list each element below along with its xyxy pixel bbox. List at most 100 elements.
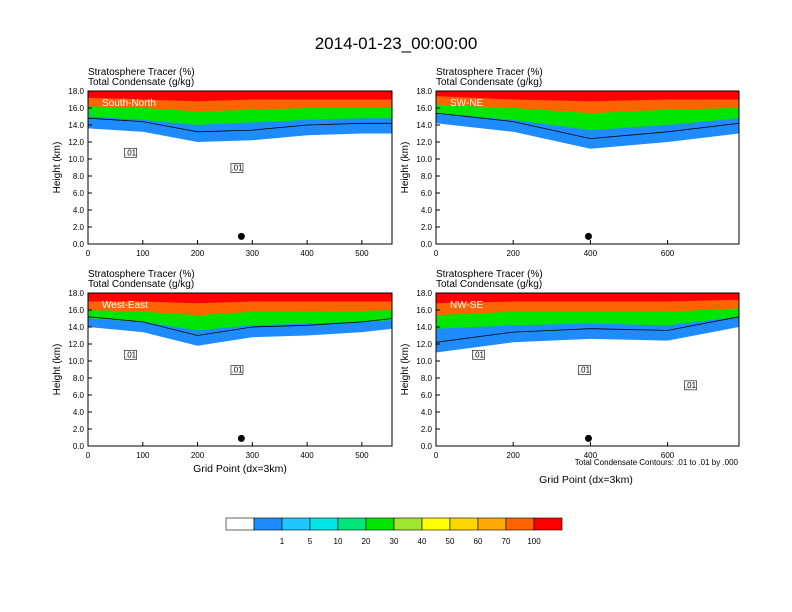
colorbar-label: 20	[362, 537, 371, 546]
y-tick-label: 10.0	[68, 357, 84, 366]
y-axis-label: Height (km)	[400, 142, 411, 194]
y-tick-label: 18.0	[68, 87, 84, 96]
colorbar-label: 10	[334, 537, 343, 546]
y-tick-label: 0.0	[421, 442, 433, 451]
contour-label: .01	[125, 148, 137, 157]
colorbar-label: 100	[527, 537, 541, 546]
colorbar-label: 50	[446, 537, 455, 546]
panel-heading-line1: Stratosphere Tracer (%)	[436, 67, 543, 78]
y-tick-label: 6.0	[73, 189, 85, 198]
contour-line	[435, 112, 740, 140]
y-tick-label: 10.0	[416, 357, 432, 366]
panel-name: SW-NE	[450, 98, 483, 109]
colorbar-swatch	[309, 517, 339, 531]
x-tick-label: 0	[86, 249, 91, 258]
colorbar-swatch	[337, 517, 367, 531]
location-marker	[584, 232, 592, 240]
colorbar-swatch	[421, 517, 451, 531]
x-tick-label: 400	[584, 451, 598, 460]
contour-label-box	[124, 349, 137, 360]
y-tick-label: 6.0	[421, 189, 433, 198]
panel-heading-line2: Total Condensate (g/kg)	[436, 77, 542, 88]
contour-label: .01	[231, 164, 243, 173]
contour-label-box	[230, 163, 244, 173]
panel-heading-line1: Stratosphere Tracer (%)	[436, 269, 543, 280]
contour-label-box	[472, 349, 485, 360]
x-tick-label: 600	[661, 249, 675, 258]
contour-label: .01	[685, 381, 697, 390]
x-tick-label: 0	[86, 451, 91, 460]
y-tick-label: 4.0	[421, 206, 433, 215]
band-100	[436, 91, 739, 102]
y-tick-label: 16.0	[416, 104, 432, 113]
y-tick-label: 18.0	[416, 87, 432, 96]
y-tick-label: 14.0	[416, 323, 432, 332]
plot-frame	[435, 90, 740, 245]
colorbar-swatch	[253, 517, 283, 531]
x-tick-label: 200	[191, 249, 205, 258]
panel-nw-se: Stratosphere Tracer (%)Total Condensate …	[400, 269, 740, 460]
x-axis-title-left: Grid Point (dx=3km)	[193, 463, 287, 475]
plot-frame	[87, 90, 393, 245]
band-100	[88, 293, 392, 304]
x-tick-label: 300	[246, 249, 260, 258]
y-tick-label: 10.0	[68, 155, 84, 164]
y-tick-label: 4.0	[421, 408, 433, 417]
panel-name: West-East	[102, 300, 148, 311]
colorbar-label: 60	[474, 537, 483, 546]
colorbar-swatch	[225, 517, 255, 531]
panel-heading-line2: Total Condensate (g/kg)	[436, 279, 542, 290]
y-tick-label: 14.0	[68, 121, 84, 130]
y-tick-label: 16.0	[68, 306, 84, 315]
contour-label-box	[124, 147, 137, 158]
location-marker	[237, 232, 245, 240]
y-tick-label: 12.0	[416, 340, 432, 349]
y-tick-label: 18.0	[68, 289, 84, 298]
y-tick-label: 12.0	[68, 340, 84, 349]
x-tick-label: 200	[507, 451, 521, 460]
y-tick-label: 2.0	[421, 223, 433, 232]
colorbar-swatch	[393, 517, 423, 531]
x-tick-label: 600	[661, 451, 675, 460]
y-tick-label: 8.0	[73, 172, 85, 181]
x-tick-label: 400	[300, 249, 314, 258]
colorbar-swatch	[477, 517, 507, 531]
x-tick-label: 400	[300, 451, 314, 460]
y-tick-label: 0.0	[73, 442, 85, 451]
y-tick-label: 2.0	[73, 223, 85, 232]
y-tick-label: 10.0	[416, 155, 432, 164]
panel-heading-line2: Total Condensate (g/kg)	[88, 77, 194, 88]
y-tick-label: 0.0	[421, 240, 433, 249]
y-tick-label: 2.0	[421, 425, 433, 434]
y-tick-label: 12.0	[68, 138, 84, 147]
panel-south-north: Stratosphere Tracer (%)Total Condensate …	[52, 67, 393, 258]
contour-line	[87, 117, 392, 133]
y-tick-label: 14.0	[416, 121, 432, 130]
panel-heading-line1: Stratosphere Tracer (%)	[88, 269, 195, 280]
y-tick-label: 8.0	[421, 172, 433, 181]
contour-label: .01	[125, 350, 137, 359]
y-tick-label: 18.0	[416, 289, 432, 298]
contour-label: .01	[473, 350, 485, 359]
band-100	[436, 293, 739, 304]
panel-name: NW-SE	[450, 300, 483, 311]
colorbar-swatch	[449, 517, 479, 531]
y-axis-label: Height (km)	[52, 344, 63, 396]
colorbar-swatch	[533, 517, 563, 531]
colorbar-swatch	[281, 517, 311, 531]
colorbar-label: 1	[280, 537, 285, 546]
x-tick-label: 400	[584, 249, 598, 258]
y-tick-label: 12.0	[416, 138, 432, 147]
panel-heading-line2: Total Condensate (g/kg)	[88, 279, 194, 290]
panels-group: Stratosphere Tracer (%)Total Condensate …	[52, 67, 740, 460]
x-tick-label: 300	[246, 451, 260, 460]
y-tick-label: 16.0	[416, 306, 432, 315]
x-axis-title-right: Grid Point (dx=3km)	[539, 474, 633, 486]
x-tick-label: 0	[434, 451, 439, 460]
contour-line	[435, 316, 740, 343]
y-tick-label: 4.0	[73, 408, 85, 417]
x-tick-label: 200	[507, 249, 521, 258]
y-axis-label: Height (km)	[52, 142, 63, 194]
colorbar-swatch	[505, 517, 535, 531]
